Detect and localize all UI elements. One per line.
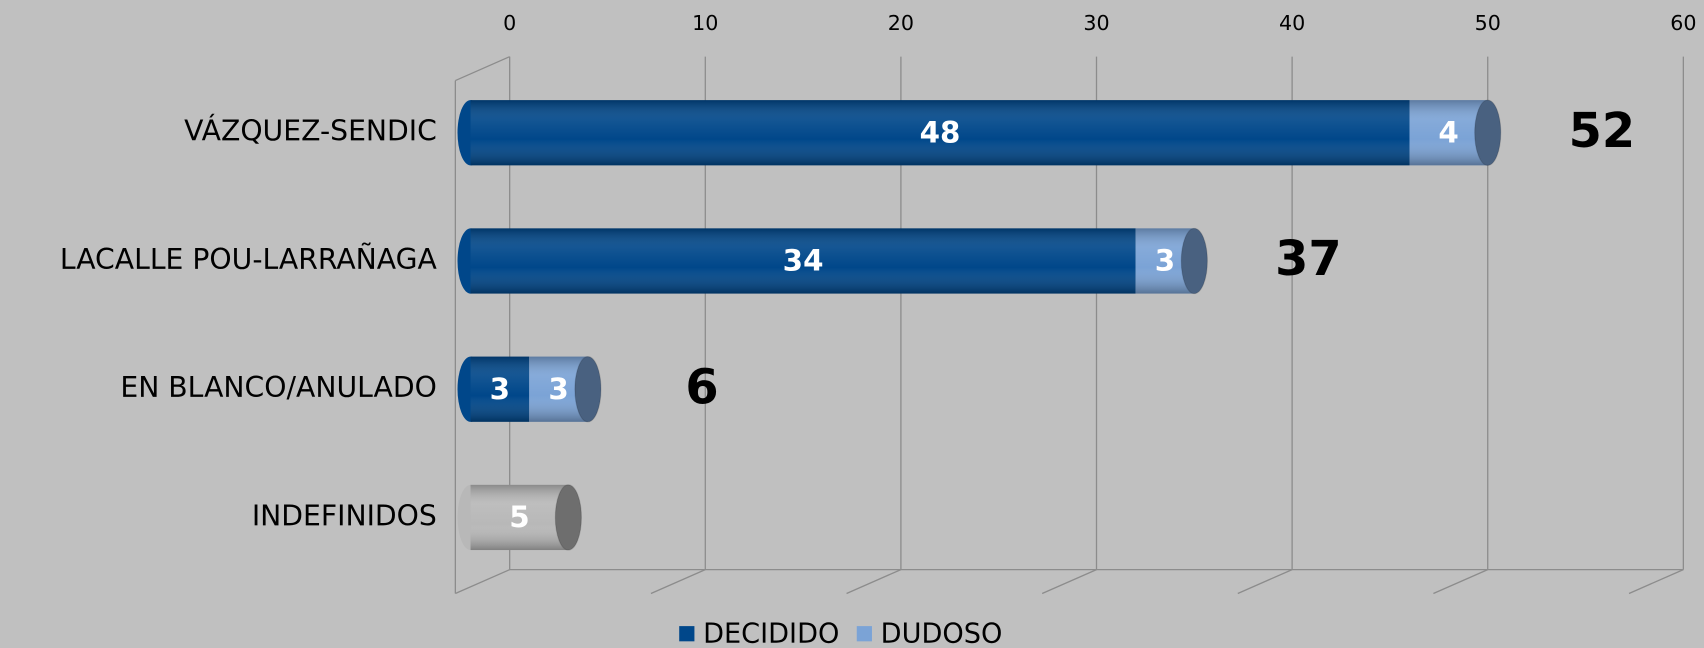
floor-line <box>1041 569 1097 595</box>
data-label: 3 <box>1155 244 1175 278</box>
x-tick-label: 30 <box>1083 11 1109 35</box>
bar-shade <box>470 484 569 551</box>
category-label: LACALLE POU-LARRAÑAGA <box>60 243 438 276</box>
x-tick-label: 10 <box>692 11 718 35</box>
x-tick-label: 0 <box>503 11 516 35</box>
legend-label: DECIDIDO <box>703 618 839 648</box>
legend-label: DUDOSO <box>881 618 1003 648</box>
floor-line <box>1237 569 1293 595</box>
legend-swatch <box>679 626 695 642</box>
floor-line <box>650 569 706 595</box>
bar-cap <box>1474 99 1502 166</box>
x-tick-label: 50 <box>1475 11 1501 35</box>
total-label: 52 <box>1569 104 1636 159</box>
floor-line <box>455 569 510 595</box>
data-label: 48 <box>920 115 961 149</box>
bar-shade <box>470 228 1136 294</box>
category-label: VÁZQUEZ-SENDIC <box>184 114 437 148</box>
bar-cap <box>554 484 582 551</box>
floor-line <box>1628 569 1684 595</box>
data-label: 3 <box>490 372 510 406</box>
data-label: 34 <box>783 244 824 278</box>
bar-cap <box>1180 227 1208 295</box>
x-tick-label: 40 <box>1279 11 1305 35</box>
total-label: 37 <box>1275 232 1342 287</box>
total-label: 6 <box>685 360 718 415</box>
floor-line <box>846 569 902 595</box>
category-label: INDEFINIDOS <box>252 499 437 532</box>
legend-swatch <box>856 626 872 642</box>
data-label: 3 <box>548 372 568 406</box>
bar-shade <box>470 100 1410 166</box>
bar-shade <box>470 356 530 422</box>
bar-cap <box>574 356 602 423</box>
floor-line <box>1433 569 1489 595</box>
data-label: 5 <box>509 500 529 534</box>
x-tick-label: 60 <box>1670 11 1696 35</box>
category-label: EN BLANCO/ANULADO <box>120 371 437 404</box>
x-tick-label: 20 <box>888 11 914 35</box>
data-label: 4 <box>1438 115 1458 149</box>
